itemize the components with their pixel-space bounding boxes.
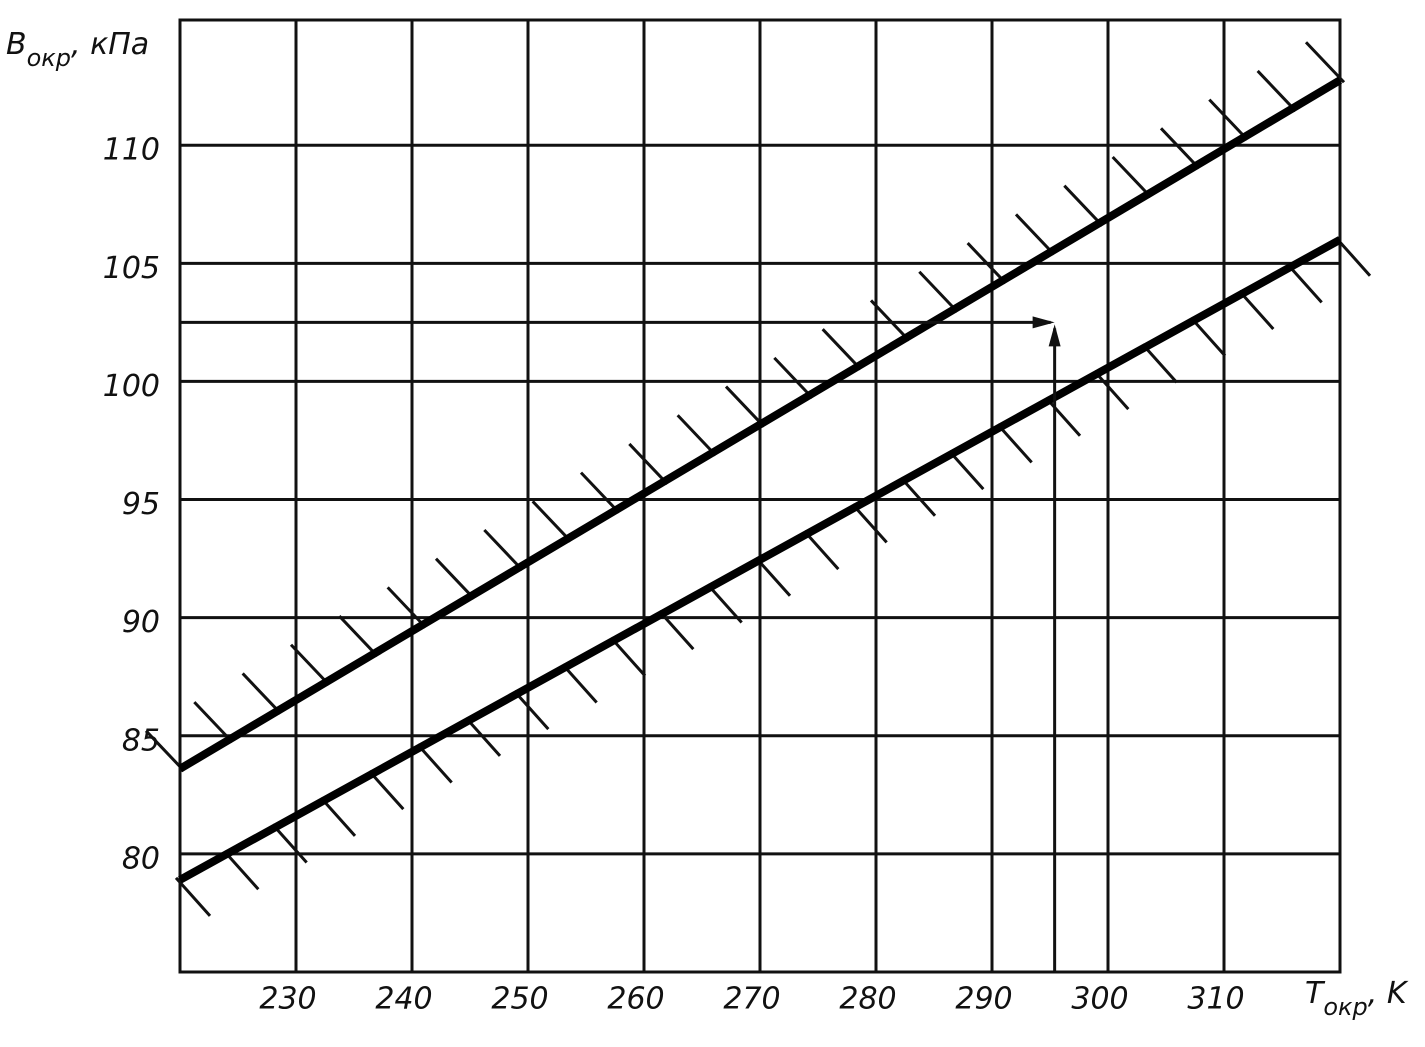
hatch	[368, 770, 405, 811]
y-axis-label: Bокр, кПа	[6, 27, 149, 73]
y-label-subscript: окр	[27, 44, 71, 72]
hatch	[948, 450, 985, 491]
hatch	[899, 476, 937, 517]
hatch	[996, 423, 1033, 464]
y-label-unit: , кПа	[71, 27, 149, 62]
hatch	[561, 663, 598, 704]
hatch	[1111, 155, 1152, 199]
y-tick-label: 110	[103, 133, 160, 168]
x-tick-label: 230	[259, 982, 316, 1017]
hatch	[821, 328, 862, 371]
hatch	[1286, 263, 1323, 304]
hatch	[869, 299, 911, 342]
arrow-head	[1032, 316, 1055, 329]
arrow-head	[1048, 324, 1061, 347]
x-label-symbol: T	[1305, 976, 1326, 1011]
y-tick-label: 80	[122, 841, 160, 876]
x-tick-label: 270	[723, 982, 780, 1017]
hatch	[513, 690, 550, 731]
x-tick-label: 290	[955, 982, 1012, 1017]
y-tick-label: 105	[103, 251, 160, 286]
hatch	[676, 414, 717, 457]
hatch	[658, 610, 695, 651]
hatch	[416, 743, 453, 784]
x-tick-label: 280	[839, 982, 896, 1017]
x-tick-label: 240	[375, 982, 432, 1017]
hatch	[966, 242, 1007, 285]
hatch	[1063, 184, 1104, 227]
hatch	[1208, 98, 1249, 141]
hatch	[434, 557, 476, 600]
hatch	[1141, 343, 1178, 384]
hatch	[706, 583, 743, 624]
hatch	[1256, 69, 1297, 112]
hatch	[851, 503, 888, 544]
x-tick-label: 260	[607, 982, 664, 1017]
hatch	[174, 876, 212, 917]
hatch	[724, 385, 766, 428]
hatch	[773, 356, 814, 399]
x-label-subscript: окр	[1323, 993, 1367, 1021]
hatch	[193, 701, 234, 744]
hatch	[803, 530, 840, 571]
hatch	[1189, 316, 1227, 357]
hatch	[289, 643, 331, 686]
hatch	[579, 471, 621, 514]
x-axis-label: Tокр, K	[1305, 976, 1409, 1022]
hatch	[609, 636, 647, 677]
hatch	[241, 672, 282, 715]
hatch	[144, 729, 186, 772]
hatch	[1093, 370, 1130, 411]
hatch	[464, 716, 502, 757]
hatch	[1238, 290, 1275, 331]
hatch	[1304, 41, 1346, 84]
hatch	[483, 528, 524, 572]
y-tick-label: 95	[122, 487, 160, 522]
y-tick-label: 90	[122, 605, 160, 640]
x-tick-label: 310	[1187, 982, 1244, 1017]
hatch	[1044, 396, 1082, 437]
hatch	[918, 270, 959, 313]
hatch	[1159, 127, 1201, 170]
hatch	[338, 615, 379, 658]
x-label-unit: , K	[1368, 976, 1409, 1011]
hatch	[1334, 236, 1372, 277]
hatch	[531, 500, 572, 543]
hatch	[386, 586, 427, 629]
x-tick-label: 300	[1071, 982, 1128, 1017]
hatch	[754, 556, 792, 597]
hatch	[319, 796, 357, 837]
data-line	[177, 76, 1343, 773]
y-tick-label: 100	[103, 369, 160, 404]
hatch	[628, 442, 669, 485]
x-tick-label: 250	[491, 982, 548, 1017]
data-line	[178, 236, 1342, 884]
hatch	[223, 850, 260, 891]
hatch	[1014, 213, 1056, 256]
y-label-symbol: B	[6, 27, 27, 62]
hatch	[271, 823, 308, 864]
